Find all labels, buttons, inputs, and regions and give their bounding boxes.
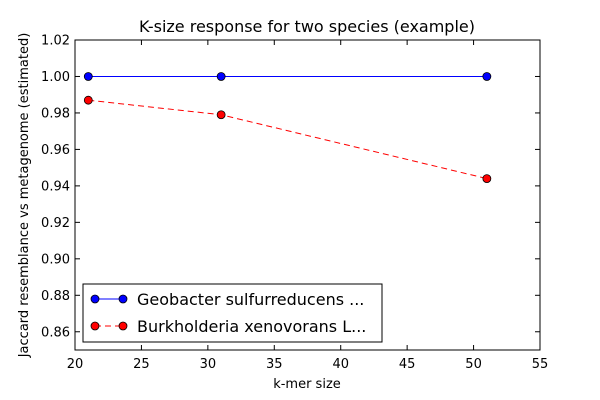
legend-marker — [118, 294, 128, 304]
y-tick-label: 1.00 — [41, 70, 70, 85]
legend-marker — [118, 321, 128, 331]
series-1-point — [83, 72, 93, 81]
series-1-point — [216, 72, 226, 81]
legend-marker — [90, 321, 100, 331]
x-axis-label: k-mer size — [273, 377, 341, 392]
plot-area: 20 25 30 35 40 45 50 55 0.86 0.88 0.90 0.92 0.94 0.96… — [41, 34, 548, 373]
legend-box — [82, 283, 383, 343]
y-tick-label: 0.94 — [41, 179, 70, 194]
y-tick-label: 0.86 — [41, 325, 70, 340]
x-tick-label: 40 — [332, 357, 349, 372]
x-tick-label: 55 — [532, 357, 549, 372]
x-tick-label: 35 — [266, 357, 283, 372]
y-tick-label: 0.92 — [41, 216, 70, 231]
series-line-2 — [88, 99, 487, 180]
y-tick-label: 0.96 — [41, 143, 70, 158]
legend-label-2: Burkholderia xenovorans L... — [137, 317, 366, 336]
y-axis-label: Jaccard resemblance vs metagenome (estim… — [17, 33, 32, 359]
series-2-point — [216, 110, 226, 120]
x-tick-label: 20 — [67, 357, 84, 372]
chart-title: K-size response for two species (example… — [139, 17, 475, 36]
series-2-point — [482, 174, 492, 183]
series-2-point — [83, 95, 93, 105]
plot-frame — [74, 39, 541, 351]
x-tick-label: 25 — [133, 357, 150, 372]
y-tick-label: 0.98 — [41, 106, 70, 121]
legend-label-1: Geobacter sulfurreducens ... — [137, 290, 364, 309]
y-tick-label: 0.90 — [41, 252, 70, 267]
y-tick-label: 1.02 — [41, 34, 70, 49]
series-1-point — [482, 72, 492, 81]
y-tick-label: 0.88 — [41, 289, 70, 304]
x-tick-label: 45 — [399, 357, 416, 372]
legend-marker — [90, 294, 100, 304]
x-tick-label: 50 — [465, 357, 482, 372]
x-tick-label: 30 — [200, 357, 217, 372]
